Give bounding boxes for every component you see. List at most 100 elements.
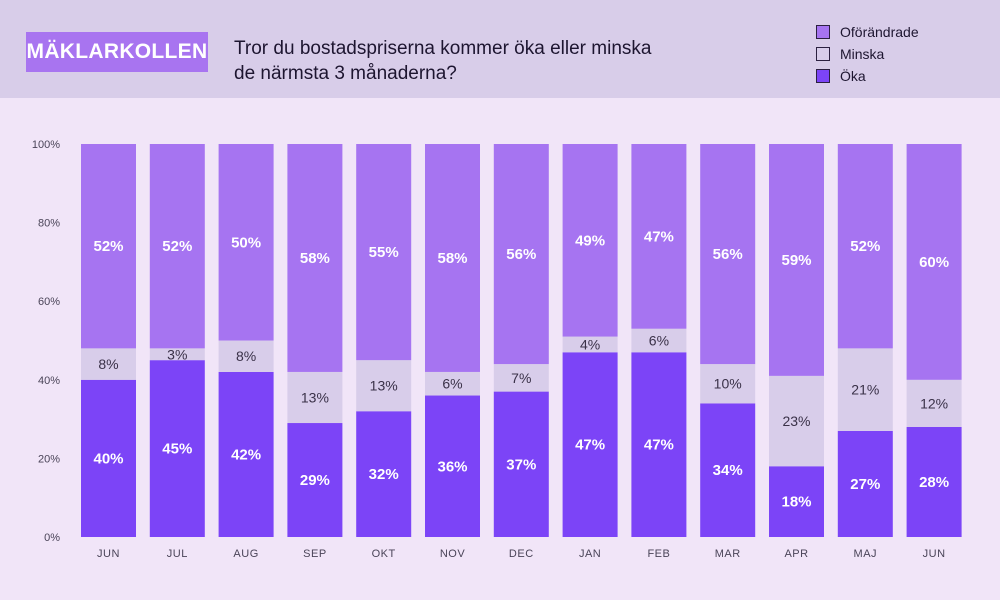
data-label-minska: 12% (920, 395, 948, 411)
data-label-minska: 8% (98, 356, 118, 372)
data-label-minska: 6% (442, 376, 462, 392)
bar-segment-minska (631, 328, 687, 353)
bar-segment-oka (81, 379, 136, 537)
bar-segment-minska (81, 348, 136, 380)
data-label-minska: 23% (782, 413, 810, 429)
data-label-minska: 13% (370, 378, 398, 394)
bar-segment-oforandrade (769, 144, 824, 376)
x-tick-label: MAR (715, 548, 741, 560)
data-label-minska: 4% (580, 336, 600, 352)
data-label-minska: 6% (649, 333, 669, 349)
bar-segment-oforandrade (493, 144, 549, 365)
data-label-oka: 45% (162, 441, 192, 458)
data-label-oka: 42% (231, 446, 261, 463)
legend-swatch-oforandrade (816, 25, 830, 39)
bar-segment-oforandrade (287, 144, 343, 372)
bar-segment-oforandrade (631, 144, 687, 329)
data-label-oforandrade: 49% (575, 232, 605, 249)
bar-segment-oforandrade (837, 144, 893, 349)
legend-swatch-minska (816, 47, 830, 61)
bar-segment-oforandrade (906, 144, 962, 380)
bar-segment-oforandrade (425, 144, 480, 372)
data-label-minska: 13% (301, 389, 329, 405)
bar-segment-oforandrade (218, 144, 274, 341)
data-label-minska: 21% (851, 382, 879, 398)
bar-segment-minska (425, 371, 480, 396)
bar-segment-minska (356, 360, 412, 412)
x-tick-label: FEB (647, 548, 670, 560)
bar-segment-minska (149, 348, 205, 361)
legend-item-minska: Minska (816, 43, 919, 65)
bar-segment-oka (837, 430, 893, 537)
bar-segment-oka (149, 360, 205, 537)
chart-legend: Oförändrade Minska Öka (816, 21, 919, 87)
chart-title-line-1: Tror du bostadspriserna kommer öka eller… (234, 38, 652, 59)
chart-title: Tror du bostadspriserna kommer öka eller… (234, 36, 754, 86)
brand-logo: MÄKLARKOLLEN (26, 32, 208, 72)
bar-segment-minska (906, 379, 962, 427)
x-tick-label: NOV (440, 548, 466, 560)
legend-item-oforandrade: Oförändrade (816, 21, 919, 43)
legend-swatch-oka (816, 69, 830, 83)
data-label-oka: 32% (369, 466, 399, 483)
bar-segment-oka (218, 371, 274, 537)
data-label-oka: 37% (506, 456, 536, 473)
bar-segment-oka (700, 403, 756, 537)
bar-segment-oforandrade (356, 144, 412, 361)
bar-segment-oka (906, 426, 962, 537)
data-label-oforandrade: 50% (231, 234, 261, 251)
bar-segment-minska (769, 375, 824, 467)
data-label-oforandrade: 59% (781, 252, 811, 269)
bar-segment-oforandrade (562, 144, 618, 337)
bar-segment-minska (287, 371, 343, 424)
x-tick-label: DEC (509, 548, 534, 560)
x-tick-label: JUN (97, 548, 120, 560)
data-label-oforandrade: 58% (437, 250, 467, 267)
data-label-oforandrade: 56% (713, 246, 743, 263)
data-label-oka: 27% (850, 476, 880, 493)
data-label-oforandrade: 55% (369, 244, 399, 261)
y-tick-label: 40% (38, 375, 60, 387)
legend-label-oforandrade: Oförändrade (840, 24, 919, 40)
y-tick-label: 80% (38, 218, 60, 230)
bar-segment-minska (218, 340, 274, 372)
x-tick-label: OKT (372, 548, 396, 560)
data-label-oforandrade: 52% (850, 238, 880, 255)
bar-segment-minska (493, 364, 549, 392)
bar-segment-oforandrade (149, 144, 205, 349)
bar-segment-oka (425, 395, 480, 537)
x-tick-label: JUL (167, 548, 188, 560)
data-label-oforandrade: 52% (93, 238, 123, 255)
x-tick-label: APR (784, 548, 808, 560)
data-label-minska: 3% (167, 346, 187, 362)
bar-segment-minska (700, 364, 756, 404)
y-tick-label: 60% (38, 296, 60, 308)
data-label-oka: 29% (300, 472, 330, 489)
bar-segment-oforandrade (81, 144, 136, 349)
data-label-oka: 47% (575, 437, 605, 454)
chart-title-line-2: de närmsta 3 månaderna? (234, 63, 457, 84)
legend-item-oka: Öka (816, 65, 919, 87)
data-label-minska: 8% (236, 348, 256, 364)
x-tick-label: JAN (579, 548, 601, 560)
data-label-oka: 40% (93, 450, 123, 467)
bar-segment-oka (769, 466, 824, 537)
bar-segment-oka (287, 423, 343, 537)
x-tick-label: SEP (303, 548, 327, 560)
y-tick-label: 0% (44, 532, 60, 544)
bar-segment-minska (562, 336, 618, 353)
x-tick-label: MAJ (854, 548, 878, 560)
bar-segment-oka (631, 352, 687, 537)
data-label-oforandrade: 60% (919, 254, 949, 271)
data-label-minska: 7% (511, 370, 531, 386)
data-label-oka: 28% (919, 474, 949, 491)
data-label-oforandrade: 58% (300, 250, 330, 267)
data-label-oka: 36% (437, 458, 467, 475)
legend-label-minska: Minska (840, 46, 885, 62)
data-label-oka: 18% (781, 494, 811, 511)
y-tick-label: 100% (32, 139, 60, 151)
data-label-oforandrade: 52% (162, 238, 192, 255)
bar-segment-oka (356, 411, 412, 537)
x-tick-label: AUG (233, 548, 258, 560)
